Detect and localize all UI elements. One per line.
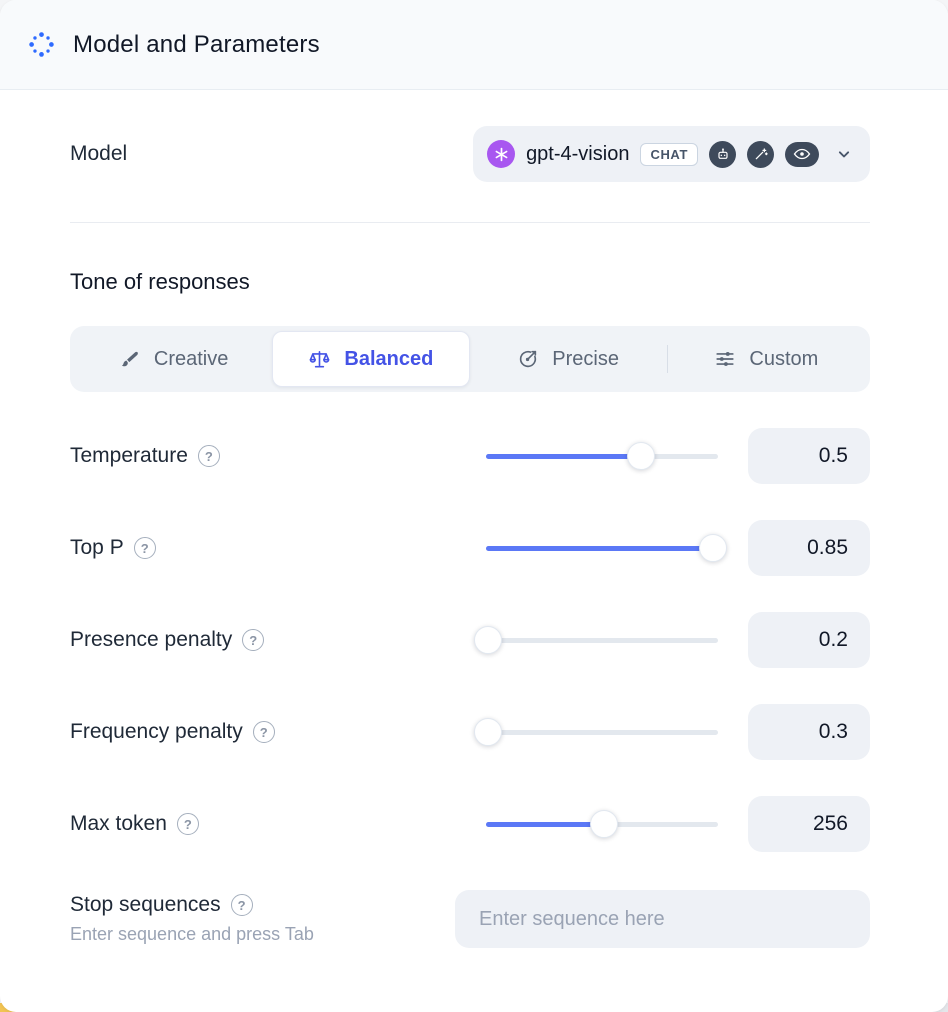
frequency-penalty-value[interactable]: 0.3 [748,704,870,760]
scales-icon [308,348,331,371]
robot-icon [709,140,736,168]
tone-option-label: Balanced [344,347,434,370]
help-icon[interactable]: ? [133,537,156,559]
temperature-row: Temperature ? 0.5 [70,428,870,484]
slider-thumb[interactable] [474,626,503,654]
sliders-icon [714,348,736,370]
help-icon[interactable]: ? [242,629,265,651]
help-icon[interactable]: ? [252,721,275,743]
tone-segmented-control: Creative Balanced [70,326,870,392]
stop-sequences-input[interactable] [455,890,870,948]
max-token-slider[interactable] [486,810,718,838]
help-icon[interactable]: ? [230,894,253,916]
tone-option-balanced[interactable]: Balanced [272,331,470,387]
target-icon [517,348,539,370]
stop-sequences-hint: Enter sequence and press Tab [70,924,314,944]
selected-model-name: gpt-4-vision [526,142,630,165]
model-select-dropdown[interactable]: gpt-4-vision CHAT [473,126,870,182]
help-icon[interactable]: ? [197,445,220,467]
slider-thumb[interactable] [474,718,503,746]
dotted-circle-icon [28,31,55,58]
presence-penalty-slider[interactable] [474,626,718,654]
tone-option-label: Custom [749,347,819,370]
max-token-row: Max token ? 256 [70,796,870,852]
openai-logo-icon [487,140,516,168]
presence-penalty-value[interactable]: 0.2 [748,612,870,668]
frequency-penalty-label: Frequency penalty [70,720,243,743]
section-divider [70,222,870,223]
tone-option-label: Creative [153,347,229,370]
page-title: Model and Parameters [73,30,320,58]
top-p-label: Top P [70,536,124,559]
eye-icon [785,141,819,167]
panel-header: Model and Parameters [0,0,948,90]
temperature-label: Temperature [70,444,188,467]
top-p-row: Top P ? 0.85 [70,520,870,576]
top-p-slider[interactable] [486,534,728,562]
max-token-label: Max token [70,812,167,835]
model-label: Model [70,142,128,165]
segment-divider [666,345,668,373]
slider-thumb[interactable] [627,442,656,470]
frequency-penalty-row: Frequency penalty ? 0.3 [70,704,870,760]
slider-thumb[interactable] [590,810,619,838]
frequency-penalty-slider[interactable] [474,718,718,746]
tone-option-custom[interactable]: Custom [668,331,865,387]
temperature-value[interactable]: 0.5 [748,428,870,484]
stop-sequences-row: Stop sequences ? Enter sequence and pres… [70,890,870,948]
stop-sequences-label: Stop sequences [70,893,221,916]
presence-penalty-label: Presence penalty [70,628,233,651]
tone-option-creative[interactable]: Creative [75,331,272,387]
model-row: Model gpt-4-vision C [70,126,870,182]
chevron-down-icon [834,144,854,164]
max-token-value[interactable]: 256 [748,796,870,852]
top-p-value[interactable]: 0.85 [748,520,870,576]
stop-sequences-label-block: Stop sequences ? Enter sequence and pres… [70,893,314,945]
tone-option-label: Precise [552,347,619,370]
wand-icon [747,140,774,168]
presence-penalty-row: Presence penalty ? 0.2 [70,612,870,668]
chat-type-badge: CHAT [640,142,698,166]
brush-icon [119,348,141,370]
help-icon[interactable]: ? [176,813,199,835]
tone-option-precise[interactable]: Precise [470,331,667,387]
tone-heading: Tone of responses [70,269,250,294]
temperature-slider[interactable] [486,442,718,470]
slider-thumb[interactable] [699,534,728,562]
